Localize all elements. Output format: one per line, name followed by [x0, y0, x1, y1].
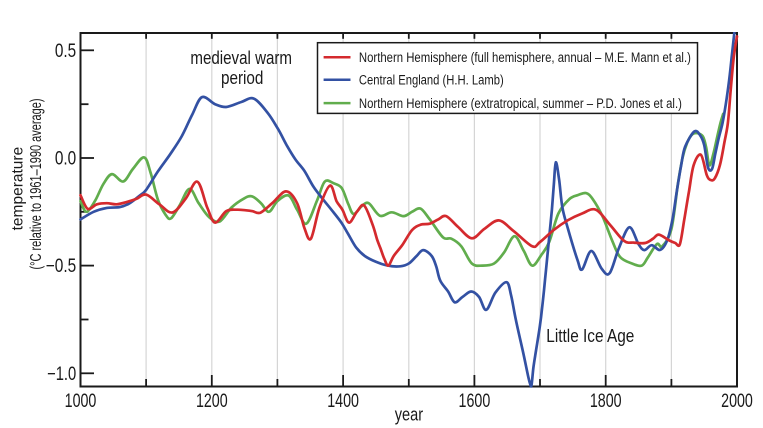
svg-text:temperature: temperature — [10, 147, 27, 231]
svg-text:−0.5: −0.5 — [46, 256, 76, 277]
svg-text:Central England (H.H. Lamb): Central England (H.H. Lamb) — [359, 73, 504, 88]
svg-text:Northern Hemisphere (extratrop: Northern Hemisphere (extratropical, summ… — [359, 96, 682, 111]
svg-text:1600: 1600 — [459, 391, 491, 412]
svg-text:−1.0: −1.0 — [47, 364, 76, 385]
svg-text:period: period — [221, 68, 264, 88]
svg-text:medieval warm: medieval warm — [190, 48, 292, 68]
svg-text:1200: 1200 — [196, 391, 228, 412]
svg-text:2000: 2000 — [721, 391, 753, 412]
svg-text:Northern Hemisphere (full hemi: Northern Hemisphere (full hemisphere, an… — [359, 50, 691, 65]
svg-text:1800: 1800 — [590, 391, 622, 412]
svg-text:0.0: 0.0 — [55, 149, 76, 170]
svg-text:year: year — [395, 405, 423, 425]
svg-text:(°C relative to 1961–1990 aver: (°C relative to 1961–1990 average) — [28, 99, 45, 270]
svg-text:Little Ice Age: Little Ice Age — [546, 326, 634, 346]
svg-text:1400: 1400 — [327, 391, 359, 412]
svg-text:0.5: 0.5 — [55, 41, 76, 62]
svg-text:1000: 1000 — [65, 391, 97, 412]
